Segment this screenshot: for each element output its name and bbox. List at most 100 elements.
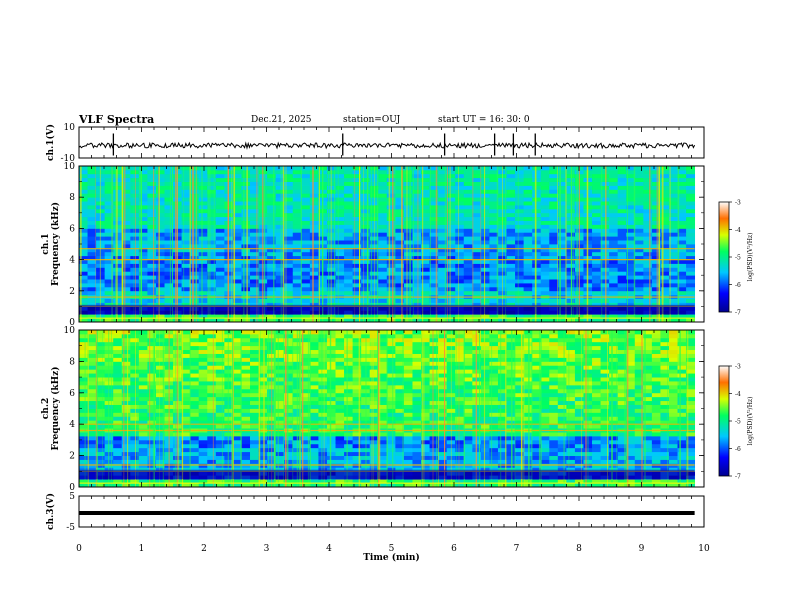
spectrogram-cell: [181, 381, 191, 386]
spectrogram-cell: [480, 443, 490, 449]
spectrogram-cell: [489, 392, 499, 398]
spectrogram-cell: [412, 216, 422, 221]
spectrogram-cell: [155, 396, 165, 402]
spectrogram-cell: [677, 275, 687, 280]
spectrogram-cell: [352, 408, 362, 413]
spectrogram-cell: [207, 240, 217, 245]
spectrogram-cell: [155, 259, 165, 264]
spectrogram-cell: [130, 298, 140, 303]
spectrogram-cell: [557, 408, 567, 413]
spectrogram-cell: [668, 212, 678, 218]
spectrogram-cell: [643, 216, 653, 221]
spectrogram-cell: [130, 224, 140, 229]
spectrogram-cell: [523, 432, 533, 437]
spectrogram-cell: [438, 424, 448, 429]
spectrogram-cell: [378, 173, 388, 179]
spectrogram-cell: [489, 459, 499, 464]
spectrogram-cell: [617, 396, 627, 402]
spectrogram-cell: [549, 435, 559, 441]
spectrogram-cell: [600, 263, 610, 268]
spectrogram-cell: [378, 263, 388, 268]
spectrogram-cell: [429, 201, 439, 206]
spectrogram-cell: [403, 424, 413, 429]
spectrogram-cell: [532, 416, 542, 421]
spectrogram-cell: [617, 166, 627, 171]
spectrogram-cell: [386, 177, 396, 182]
spectrogram-cell: [643, 451, 653, 457]
spectrogram-cell: [250, 208, 259, 214]
spectrogram-cell: [497, 388, 507, 394]
spectrogram-cell: [686, 392, 696, 398]
spectrogram-cell: [463, 271, 473, 276]
spectrogram-cell: [651, 279, 661, 284]
spectrogram-cell: [258, 479, 268, 484]
spectrogram-cell: [335, 208, 345, 214]
spectrogram-cell: [87, 302, 97, 307]
spectrogram-cell: [660, 483, 670, 488]
spectrogram-cell: [651, 404, 661, 409]
spectrogram-cell: [79, 416, 88, 421]
spectrogram-cell: [438, 185, 448, 190]
spectrogram-cell: [489, 251, 499, 257]
spectrogram-cell: [643, 420, 653, 425]
spectrogram-cell: [540, 447, 550, 453]
spectrogram-cell: [489, 267, 499, 272]
spectrogram-cell: [378, 439, 388, 445]
spectrogram-cell: [318, 467, 328, 472]
spectrogram-cell: [686, 408, 696, 413]
spectrogram-cell: [361, 271, 371, 276]
spectrogram-cell: [463, 251, 473, 257]
spectrogram-cell: [104, 189, 114, 194]
spectrogram-cell: [361, 275, 371, 280]
spectrogram-cell: [130, 263, 140, 268]
spectrogram-cell: [403, 381, 413, 386]
spectrogram-cell: [455, 166, 465, 171]
spectrogram-cell: [190, 251, 200, 257]
spectrogram-cell: [79, 236, 88, 241]
spectrogram-cell: [301, 416, 311, 421]
spectrogram-cell: [147, 404, 157, 409]
spectrogram-cell: [660, 447, 670, 453]
spectrogram-cell: [250, 224, 259, 229]
spectrogram-cell: [506, 396, 516, 402]
spectrogram-cell: [386, 263, 396, 268]
spectrogram-cell: [138, 447, 148, 453]
spectrogram-cell: [250, 396, 259, 402]
spectrogram-cell: [284, 232, 294, 237]
spectrogram-cell: [523, 455, 533, 460]
spectrogram-cell: [643, 185, 653, 190]
spectrogram-cell: [335, 275, 345, 280]
spectrogram-cell: [557, 228, 567, 233]
spectrogram-cell: [335, 185, 345, 190]
spectrogram-cell: [121, 483, 131, 488]
spectrogram-cell: [250, 173, 259, 179]
spectrogram-cell: [369, 451, 379, 457]
spectrogram-cell: [523, 216, 533, 221]
spectrogram-cell: [258, 404, 268, 409]
spectrogram-cell: [130, 400, 140, 405]
spectrogram-cell: [438, 263, 448, 268]
spectrogram-cell: [378, 177, 388, 182]
spectrogram-cell: [121, 193, 131, 198]
spectrogram-cell: [523, 205, 533, 210]
spectrogram-cell: [634, 447, 644, 453]
spectrogram-cell: [677, 318, 687, 323]
spectrogram-cell: [147, 283, 157, 288]
spectrogram-cell: [455, 455, 465, 460]
spectrogram-cell: [455, 286, 465, 292]
spectrogram-cell: [574, 459, 584, 464]
spectrogram-cell: [686, 435, 696, 441]
spectrogram-cell: [267, 224, 277, 229]
spectrogram-cell: [335, 400, 345, 405]
spectrogram-cell: [147, 467, 157, 472]
spectrogram-cell: [138, 267, 148, 272]
spectrogram-cell: [600, 435, 610, 441]
spectrogram-cell: [600, 424, 610, 429]
spectrogram-cell: [660, 224, 670, 229]
spectrogram-cell: [361, 205, 371, 210]
spectrogram-cell: [600, 279, 610, 284]
spectrogram-cell: [301, 166, 311, 171]
spectrogram-cell: [155, 197, 165, 202]
spectrogram-cell: [617, 439, 627, 445]
spectrogram-cell: [515, 412, 525, 417]
